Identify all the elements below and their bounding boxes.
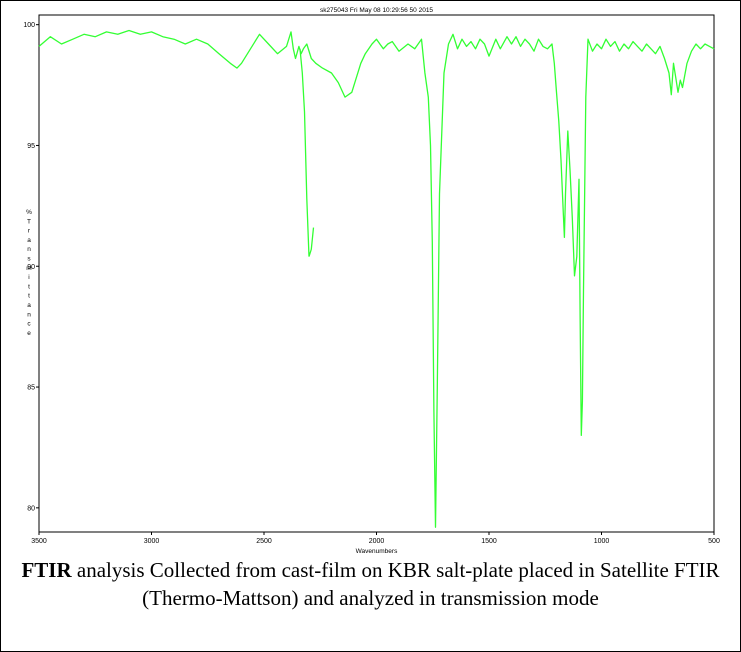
y-axis-label-char: i [28, 274, 29, 281]
x-tick-label: 3000 [144, 538, 160, 545]
y-axis-label-char: r [28, 228, 31, 235]
spectrum-line-overlap [299, 48, 315, 257]
y-axis-label-char: T [27, 218, 31, 225]
plot-area [38, 14, 715, 533]
y-axis-label-char: t [28, 293, 30, 300]
y-tick-label: 90 [27, 264, 35, 271]
x-tick-label: 500 [708, 538, 720, 545]
x-tick-label: 3500 [31, 538, 47, 545]
figure-caption: FTIR analysis Collected from cast-film o… [11, 556, 730, 612]
y-tick-label: 80 [27, 505, 35, 512]
x-tick-label: 2000 [369, 538, 385, 545]
y-axis-label-char: % [26, 209, 32, 216]
y-tick-label: 100 [23, 22, 35, 29]
y-axis-label-char: n [27, 311, 31, 318]
x-tick-label: 2500 [256, 538, 272, 545]
y-axis-label-char: a [27, 302, 31, 309]
x-tick-label: 1500 [481, 538, 497, 545]
y-axis-label-char: a [27, 237, 31, 244]
caption-bold: FTIR [21, 558, 72, 582]
x-tick-label: 1000 [594, 538, 610, 545]
y-tick-label: 85 [27, 385, 35, 392]
chart-title: sk275043 Fri May 08 10:29:56 50 2015 [320, 7, 433, 14]
ftir-chart: sk275043 Fri May 08 10:29:56 50 2015 3500… [23, 7, 720, 555]
caption-text: analysis Collected from cast-film on KBR… [71, 558, 720, 610]
y-axis-label-char: m [26, 265, 31, 272]
y-axis-label-char: e [27, 330, 31, 337]
x-axis-label: Wavenumbers [356, 548, 398, 555]
y-axis-label-char: s [27, 256, 31, 263]
y-axis-label-char: n [27, 246, 31, 253]
y-tick-label: 95 [27, 143, 35, 150]
spectrum-line [38, 29, 715, 528]
y-axis-label-char: c [27, 321, 31, 328]
y-axis-label-char: t [28, 283, 30, 290]
